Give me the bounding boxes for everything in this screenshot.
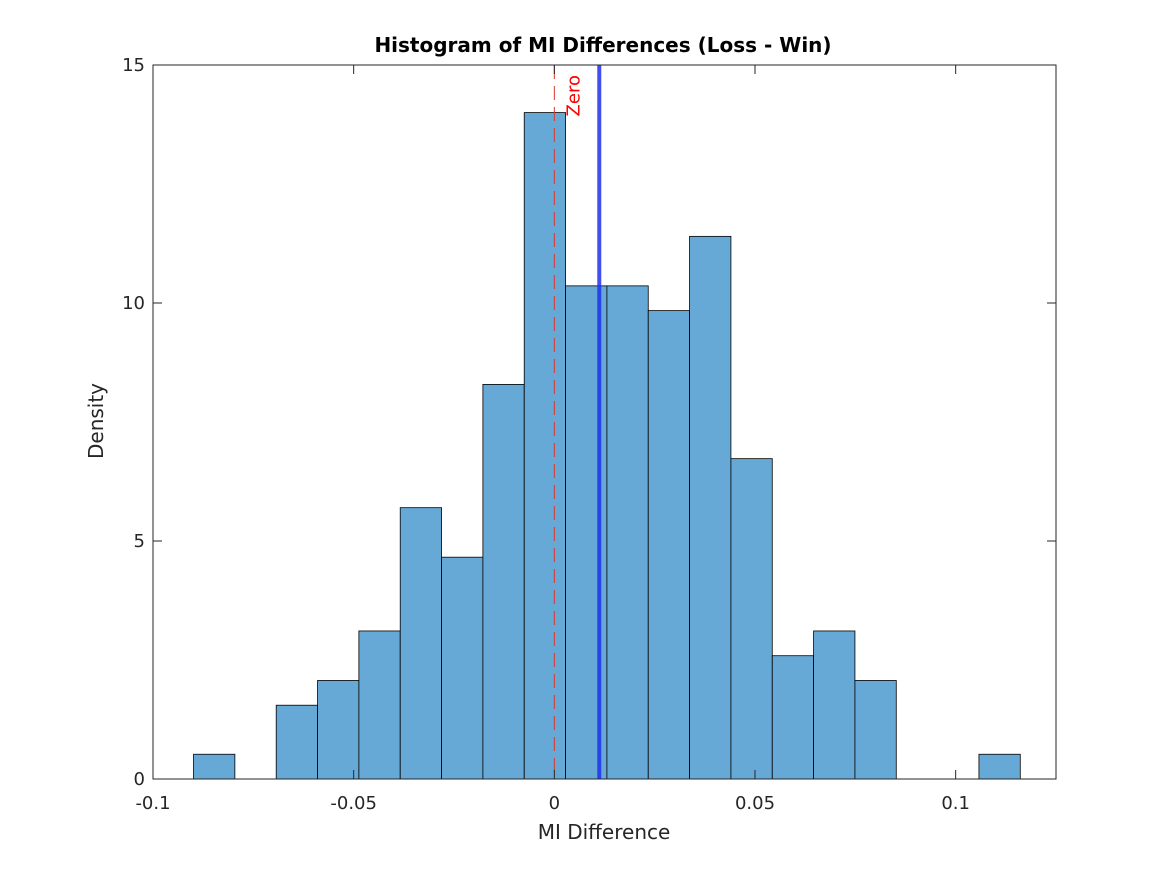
histogram-bar [441,556,484,780]
histogram-bar [275,704,318,780]
histogram-bar [606,285,649,780]
x-tick-label: 0.1 [941,793,970,814]
histogram-bar [399,507,442,780]
histogram-bar [771,655,814,780]
histogram-bar [317,680,360,780]
x-tick-label: -0.05 [330,793,377,814]
histogram-bar [730,458,773,780]
histogram-bar [523,112,566,780]
y-tick-label: 10 [122,293,145,314]
y-tick-labels: 0 5 10 15 [122,55,145,790]
chart-title: Histogram of MI Differences (Loss - Win) [374,33,831,57]
axes-box [152,64,1057,780]
x-tick-labels: -0.1 -0.05 0 0.05 0.1 [135,793,970,814]
x-tick-label: 0 [549,793,560,814]
histogram-bar [193,753,236,780]
x-tick-label: -0.1 [135,793,170,814]
y-tick-label: 5 [134,531,145,552]
axis-ticks [152,64,1056,780]
histogram-bar [978,753,1021,780]
reference-lines: Zero [553,65,602,779]
y-tick-label: 15 [122,55,145,76]
histogram-bar [813,630,856,780]
y-tick-label: 0 [134,769,145,790]
histogram-bars [193,112,1021,780]
histogram-bar [482,383,525,780]
histogram-bar [689,235,732,780]
histogram-bar [854,680,897,780]
x-tick-label: 0.05 [735,793,775,814]
zero-line-label: Zero [563,75,584,116]
histogram-bar [358,630,401,780]
y-axis-label: Density [84,383,108,459]
histogram-bar [647,310,690,780]
x-axis-label: MI Difference [538,820,671,844]
